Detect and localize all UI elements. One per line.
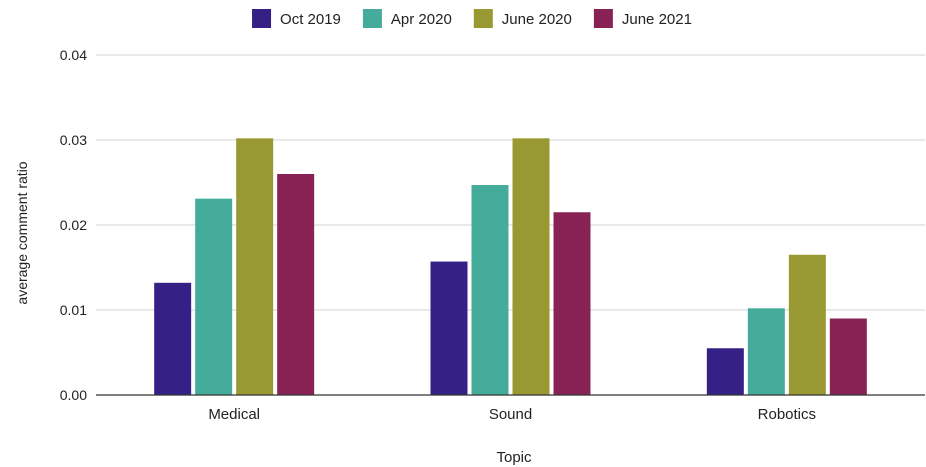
legend-label: Oct 2019 <box>280 11 341 28</box>
bar <box>553 212 591 395</box>
y-tick-label: 0.03 <box>60 132 87 148</box>
bar <box>277 174 315 395</box>
bar <box>788 254 826 395</box>
legend: Oct 2019 Apr 2020 June 2020 June 2021 <box>252 9 692 28</box>
bar <box>706 348 744 395</box>
bars <box>154 138 867 396</box>
x-tick-label: Robotics <box>758 406 816 423</box>
legend-swatch <box>252 9 272 28</box>
legend-swatch <box>593 9 613 28</box>
bar <box>471 185 509 395</box>
legend-item: June 2021 <box>593 9 692 28</box>
x-tick-label: Sound <box>489 406 532 423</box>
x-axis-ticks: Medical Sound Robotics <box>208 406 816 423</box>
bar <box>236 138 274 396</box>
gridlines <box>96 54 925 311</box>
y-tick-label: 0.02 <box>60 217 87 233</box>
legend-swatch <box>362 9 382 28</box>
legend-label: June 2021 <box>622 11 692 28</box>
legend-item: Oct 2019 <box>252 9 341 28</box>
y-axis-label: average comment ratio <box>14 161 30 304</box>
y-tick-label: 0.01 <box>60 302 87 318</box>
bar <box>154 282 192 395</box>
legend-item: Apr 2020 <box>362 9 452 28</box>
bar <box>829 318 867 395</box>
x-axis-label: Topic <box>496 449 532 466</box>
bar <box>195 198 233 395</box>
legend-item: June 2020 <box>473 9 572 28</box>
bar <box>430 261 468 395</box>
legend-swatch <box>473 9 493 28</box>
y-tick-label: 0.04 <box>60 47 87 63</box>
x-tick-label: Medical <box>208 406 260 423</box>
bar <box>512 138 550 396</box>
y-axis-ticks: 0.00 0.01 0.02 0.03 0.04 <box>60 47 87 403</box>
bar <box>747 308 785 395</box>
y-tick-label: 0.00 <box>60 387 87 403</box>
legend-label: Apr 2020 <box>391 11 452 28</box>
legend-label: June 2020 <box>502 11 572 28</box>
